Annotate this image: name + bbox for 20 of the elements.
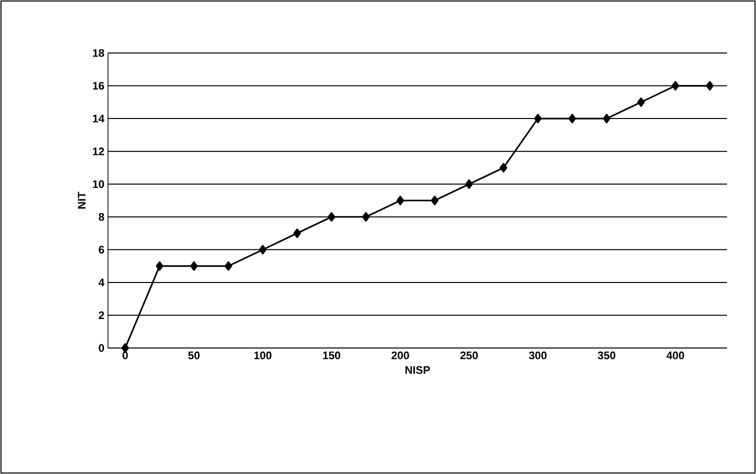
y-tick-label: 16 (92, 82, 104, 90)
x-tick-label: 50 (188, 352, 200, 360)
y-tick-label: 8 (98, 213, 104, 221)
x-tick-label: 350 (598, 352, 616, 360)
x-tick-label: 150 (323, 352, 340, 360)
x-tick-label: 400 (666, 352, 684, 360)
y-tick-label: 12 (92, 148, 104, 156)
x-tick-label: 100 (254, 352, 272, 360)
y-tick-label: 14 (92, 114, 104, 122)
y-tick-label: 0 (98, 344, 104, 352)
x-tick-label: 300 (528, 352, 547, 360)
y-tick-label: 10 (92, 180, 104, 188)
x-axis-title: NISP (405, 366, 430, 374)
y-tick-label: 18 (92, 49, 104, 57)
y-axis-title: NIT (78, 192, 86, 209)
y-tick-label: 4 (98, 278, 104, 286)
x-tick-label: 200 (392, 352, 409, 360)
x-tick-label: 250 (460, 352, 478, 360)
y-tick-label: 6 (98, 246, 104, 254)
y-tick-label: 2 (98, 311, 104, 320)
